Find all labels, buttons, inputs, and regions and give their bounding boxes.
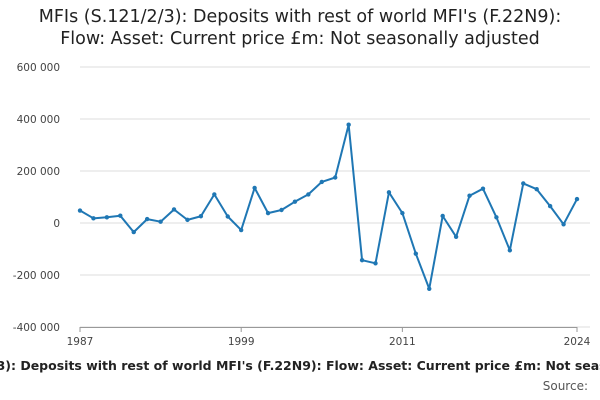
data-point	[265, 210, 271, 216]
data-point	[91, 216, 96, 221]
axes: -400 000 -200 000 0 200 000 400 000 600 000 19…	[13, 62, 591, 348]
data-point	[574, 196, 580, 202]
series-legend-label: /3): Deposits with rest of world MFI's (…	[0, 358, 600, 373]
y-tick-label: -400 000	[13, 322, 60, 334]
data-point	[453, 234, 459, 239]
x-tick-label: 2024	[564, 336, 591, 348]
chart-title-line-1: MFIs (S.121/2/3): Deposits with rest of …	[38, 7, 562, 27]
data-point	[171, 207, 177, 212]
data-point	[198, 214, 204, 219]
data-point	[521, 181, 526, 186]
data-point	[158, 219, 163, 224]
data-point	[386, 190, 392, 195]
data-point	[319, 179, 324, 185]
y-tick-label: 400 000	[17, 114, 60, 126]
x-tick-label: 1987	[67, 336, 94, 348]
data-point	[507, 248, 513, 253]
grid-lines	[80, 66, 590, 328]
data-point	[77, 208, 83, 213]
x-tick-label: 2011	[389, 336, 416, 348]
data-point	[561, 222, 566, 227]
series-layer	[77, 122, 580, 291]
source-label: Source:	[542, 379, 588, 393]
data-point	[534, 187, 539, 192]
data-point	[238, 227, 244, 233]
y-tick-label: 0	[53, 218, 60, 230]
data-point	[440, 213, 445, 219]
data-point	[427, 286, 432, 291]
data-point	[494, 215, 499, 220]
x-tick-label: 1999	[228, 336, 255, 348]
data-point	[359, 257, 365, 263]
data-point	[413, 251, 419, 256]
data-point	[131, 229, 136, 235]
y-tick-label: 200 000	[17, 166, 60, 178]
data-point	[333, 175, 338, 180]
series-line	[79, 123, 578, 290]
data-point	[279, 207, 284, 213]
data-point	[373, 261, 378, 266]
chart-title-line-2: Flow: Asset: Current price £m: Not seaso…	[60, 29, 540, 49]
data-point	[547, 203, 553, 209]
data-point	[306, 192, 311, 197]
data-point	[144, 216, 150, 222]
data-point	[292, 199, 298, 204]
data-point	[185, 217, 190, 223]
chart-title: MFIs (S.121/2/3): Deposits with rest of …	[0, 6, 600, 50]
data-point	[467, 193, 472, 198]
y-tick-label: -200 000	[13, 270, 60, 282]
data-point	[480, 186, 486, 191]
data-point	[118, 213, 123, 218]
data-point	[252, 185, 257, 191]
y-tick-label: 600 000	[17, 62, 60, 74]
data-point	[212, 192, 217, 197]
data-point	[346, 122, 351, 127]
data-point	[400, 210, 405, 216]
data-point	[225, 214, 230, 219]
data-point	[104, 215, 110, 220]
